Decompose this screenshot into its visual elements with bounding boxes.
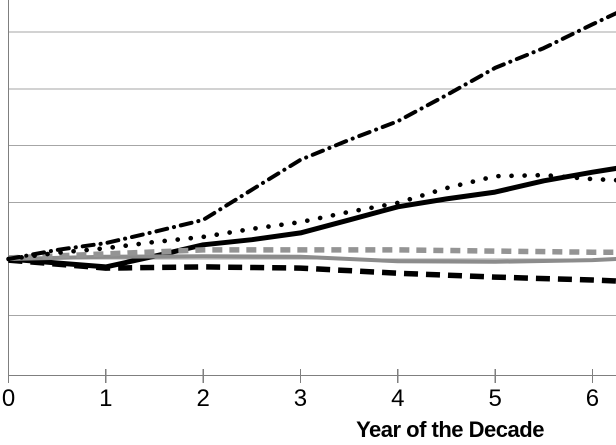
x-axis-tick-label-1: 1 <box>99 385 113 412</box>
series-line-solid-black <box>8 165 616 270</box>
x-axis-tick-label-5: 5 <box>488 385 502 412</box>
series-line-dash-dot-black <box>6 11 616 261</box>
series-line-dashed-black <box>8 257 616 284</box>
x-axis-title: Year of the Decade <box>356 417 544 442</box>
x-axis-tick-label-4: 4 <box>391 385 405 412</box>
x-axis-tick-label-2: 2 <box>196 385 210 412</box>
x-axis-tick-label-6: 6 <box>585 385 600 412</box>
series-line-solid-gray <box>8 254 616 264</box>
series-line-dotted-black <box>6 172 616 262</box>
x-axis-tick-label-3: 3 <box>293 385 308 412</box>
series-line-dashed-gray <box>8 247 616 261</box>
x-axis-tick-label-0: 0 <box>1 385 16 412</box>
